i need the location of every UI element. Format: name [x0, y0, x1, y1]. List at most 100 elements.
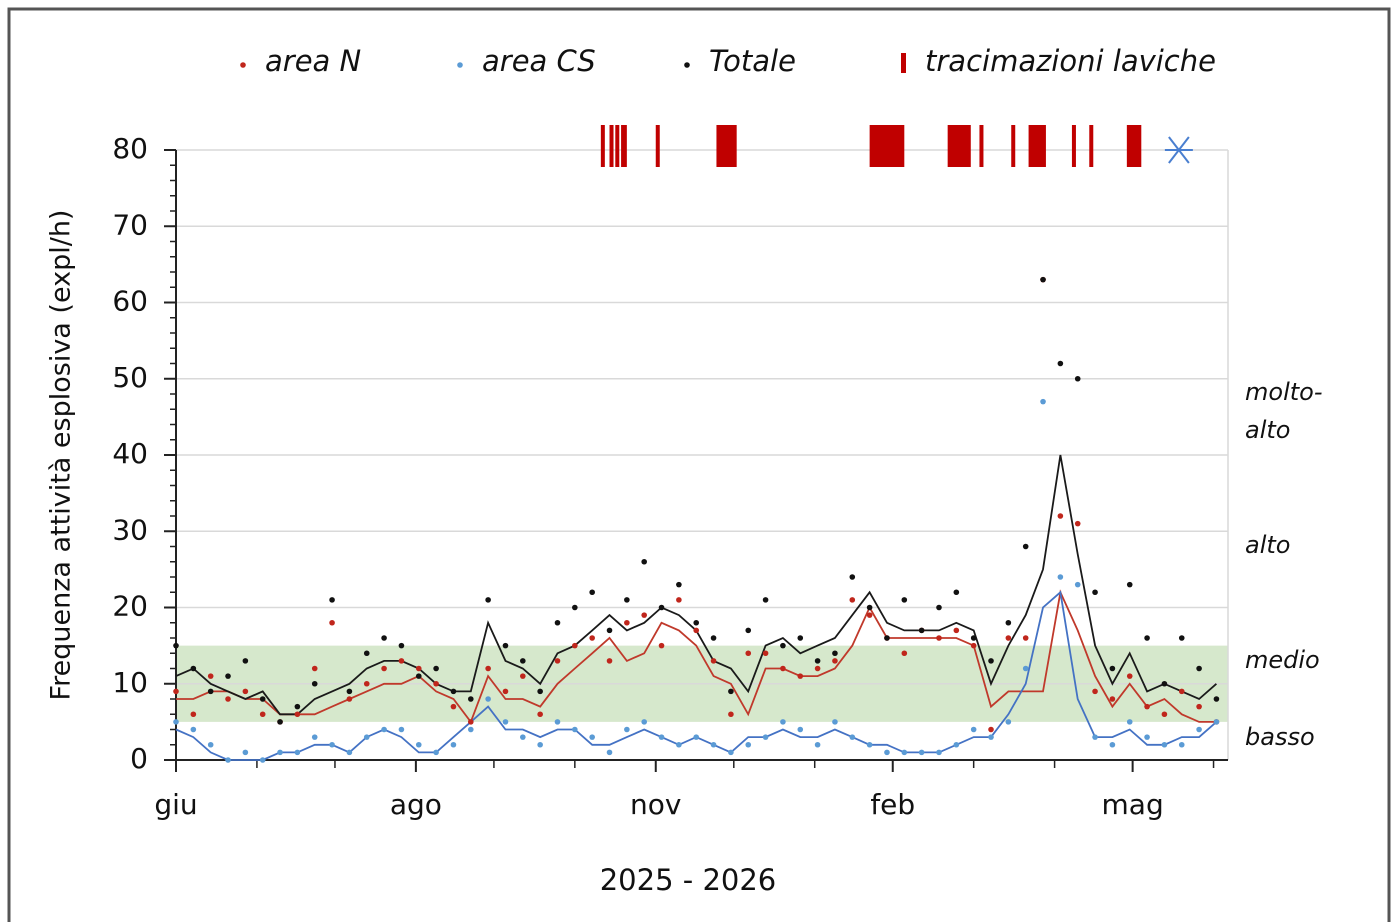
data-point [1040, 398, 1046, 405]
data-point [207, 673, 214, 679]
data-point [520, 673, 526, 679]
data-point [467, 719, 474, 725]
data-point [520, 734, 526, 740]
data-point [1040, 276, 1046, 283]
data-point [1092, 688, 1098, 695]
level-label: basso [1245, 723, 1315, 751]
y-tick-label: 50 [112, 361, 148, 394]
y-tick-label: 40 [112, 437, 148, 470]
data-point [415, 673, 422, 679]
data-point [884, 635, 890, 641]
data-point [259, 711, 266, 718]
data-point [572, 726, 578, 733]
data-point [641, 612, 647, 618]
data-point [450, 688, 457, 695]
y-tick-label: 30 [112, 513, 148, 546]
data-point [1161, 741, 1168, 748]
data-point [1022, 635, 1029, 641]
data-point [433, 749, 439, 756]
lava-overflow [615, 125, 620, 167]
y-tick-label: 20 [112, 590, 148, 623]
lava-overflow [1028, 125, 1046, 167]
lava-overflow [1011, 125, 1016, 167]
x-tick-label: giu [154, 788, 197, 821]
data-point [901, 749, 908, 756]
data-point [918, 749, 925, 756]
legend-label: Totale [709, 44, 796, 78]
data-point [866, 604, 873, 611]
data-point [294, 711, 301, 718]
data-point [988, 734, 994, 740]
legend-swatch [240, 62, 246, 68]
data-point [381, 665, 387, 672]
data-point [1022, 543, 1029, 550]
data-point [1178, 635, 1185, 641]
level-label: medio [1245, 646, 1320, 674]
data-point [589, 635, 595, 641]
data-point [658, 604, 665, 611]
data-point [884, 749, 890, 756]
data-point [832, 719, 838, 725]
data-point [433, 665, 439, 672]
data-point [832, 650, 838, 657]
data-point [1109, 665, 1116, 672]
data-point [1092, 589, 1098, 596]
lava-overflow [947, 125, 971, 167]
x-tick-label: ago [390, 788, 442, 821]
data-point [433, 680, 439, 687]
data-point [329, 597, 335, 603]
lava-overflow [869, 125, 905, 167]
data-point [901, 650, 908, 657]
data-point [329, 741, 335, 748]
data-point [502, 688, 509, 695]
data-point [311, 734, 318, 740]
data-point [762, 597, 769, 603]
data-point [259, 696, 266, 702]
data-point [485, 696, 491, 702]
data-point [1196, 726, 1202, 733]
data-point [1074, 375, 1081, 382]
data-point [641, 719, 647, 725]
data-point [745, 650, 752, 657]
data-point [1213, 696, 1220, 702]
data-point [1057, 360, 1064, 367]
frame [7, 7, 1391, 922]
data-point [936, 604, 942, 611]
data-point [849, 597, 856, 603]
y-tick-label: 0 [130, 742, 148, 775]
data-point [849, 574, 856, 580]
event-marker [1164, 136, 1193, 164]
data-point [554, 719, 561, 725]
legend-label: area N [265, 44, 361, 78]
data-point [606, 627, 613, 634]
data-point [294, 749, 301, 756]
data-point [606, 658, 613, 664]
data-point [572, 604, 578, 611]
data-point [710, 635, 717, 641]
data-point [1092, 734, 1098, 740]
data-point [450, 741, 457, 748]
data-point [398, 642, 405, 649]
data-point [728, 749, 734, 756]
data-point [814, 658, 821, 664]
data-point [346, 749, 353, 756]
data-point [207, 688, 214, 695]
data-point [554, 619, 561, 626]
data-point [398, 658, 405, 664]
data-point [658, 734, 665, 740]
data-point [1161, 711, 1168, 718]
data-point [814, 741, 821, 748]
data-point [242, 658, 249, 664]
data-point [849, 734, 856, 740]
data-point [207, 741, 214, 748]
data-point [728, 711, 734, 718]
y-tick-label: 80 [112, 132, 148, 165]
data-point [1144, 703, 1150, 710]
level-label: alto [1245, 531, 1290, 559]
data-point [624, 726, 630, 733]
data-point [693, 627, 700, 634]
y-tick-label: 60 [112, 285, 148, 318]
lava-overflow [979, 125, 984, 167]
lava-overflow [655, 125, 660, 167]
